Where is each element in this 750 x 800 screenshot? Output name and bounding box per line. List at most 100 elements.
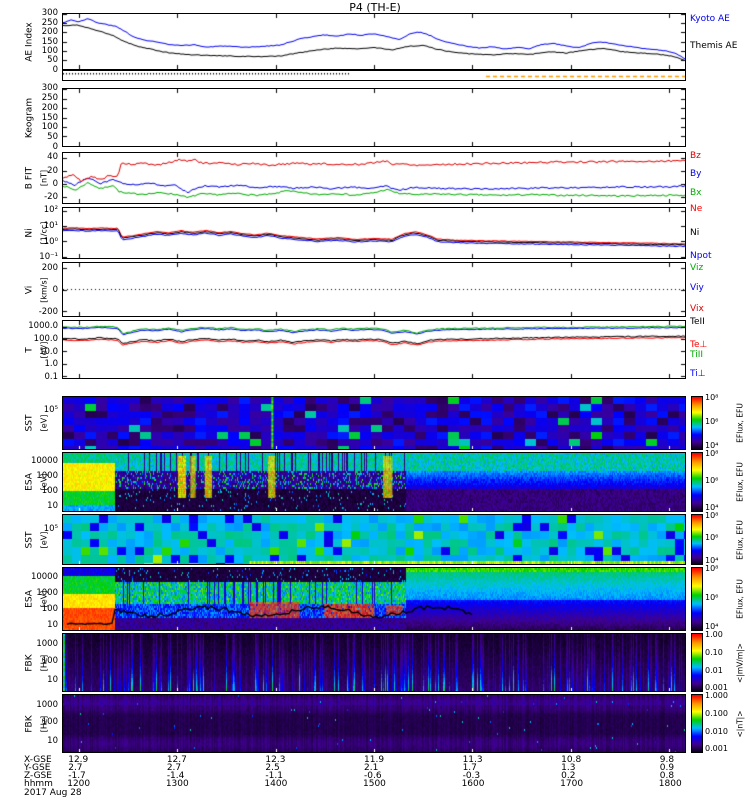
panel-keogram	[62, 88, 686, 147]
footer-position-value: 0.9	[659, 763, 675, 773]
ae-ytick: 300	[41, 8, 58, 18]
ni-legend: Npot	[690, 250, 712, 261]
esa_i-ytick: 1000	[36, 471, 58, 481]
colorbar-fbk_b-unit: <|nT|>	[735, 710, 745, 737]
bfit-canvas	[63, 153, 685, 203]
keogram-ytick: 0	[52, 142, 58, 152]
colorbar-fbk_b-tick: 0.001	[705, 744, 728, 754]
fbk_b-canvas	[63, 695, 685, 752]
v-canvas	[63, 263, 685, 316]
colorbar-esa_e-tick: 10⁶	[705, 592, 719, 602]
bfit-legend: Bx	[690, 187, 702, 198]
footer-position-value: 1.3	[561, 763, 576, 773]
ni-ytick: 10²	[43, 204, 58, 215]
esa_i-ytick: 10	[47, 501, 58, 511]
colorbar-esa_e	[691, 567, 703, 631]
ni-ytick: 10¹	[43, 220, 58, 231]
t-legend: Ti⊥	[690, 369, 706, 380]
fbk_e-ytick: 1000	[36, 638, 58, 649]
colorbar-esa_i-tick: 10⁴	[705, 502, 719, 512]
colorbar-sst_e-tick: 10⁸	[705, 510, 719, 520]
colorbar-esa_i-unit: EFlux, EFU	[735, 462, 745, 502]
colorbar-sst_i-tick: 10⁶	[705, 416, 719, 426]
colorbar-esa_i-tick: 10⁶	[705, 475, 719, 485]
panel-esa_e	[62, 567, 686, 631]
ae-ytick: 50	[47, 55, 58, 66]
plot-title: P4 (TH-E)	[349, 1, 401, 14]
footer-time-tick: 1500	[363, 779, 386, 789]
ni-ytick: 10⁰	[43, 236, 58, 247]
footer-time-tick: 1600	[461, 779, 485, 789]
footer-time-tick: 1200	[67, 779, 91, 789]
t-ytick: 1000.0	[28, 321, 58, 332]
footer-rowlabel: hhmm	[24, 779, 53, 789]
t-legend: Te⊥	[690, 339, 708, 350]
fbk_b-ytick: 10	[47, 735, 58, 746]
footer-position-value: 2.7	[68, 763, 83, 773]
colorbar-fbk_b-tick: 0.100	[705, 709, 728, 719]
footer-position-value: 0.8	[659, 771, 675, 781]
footer-rowlabel: Z-GSE	[24, 771, 52, 781]
t-ytick: 100.0	[33, 333, 58, 344]
panel-t	[62, 320, 686, 379]
ae-ytick: 100	[41, 46, 58, 57]
t-legend: TiII	[690, 350, 704, 361]
panel-esa_i	[62, 452, 686, 512]
ni-legend: Ni	[690, 228, 700, 238]
ni-legend: Ne	[690, 204, 703, 215]
keogram-ytick: 100	[41, 122, 58, 133]
sst_e-ytick: 10⁵	[43, 524, 58, 535]
colorbar-esa_i	[691, 452, 703, 512]
panel-fbk_e	[62, 633, 686, 692]
bfit-ytick: 20	[47, 165, 58, 176]
keogram-ytick: 250	[41, 92, 58, 103]
footer-position-value: 12.3	[265, 755, 286, 765]
v-legend: Vix	[690, 304, 704, 315]
t-ytick: 1.0	[44, 359, 58, 370]
colorbar-fbk_b-tick: 1.000	[705, 690, 728, 700]
colorbar-sst_i	[691, 396, 703, 450]
colorbar-fbk_e-gradient	[692, 634, 702, 691]
v-legend: Viy	[690, 283, 704, 294]
colorbar-sst_e-unit: EFlux, EFU	[735, 519, 745, 560]
footer-position-value: -0.6	[364, 771, 382, 781]
t-ytick: 10.0	[39, 346, 58, 357]
colorbar-sst_i-gradient	[692, 397, 702, 449]
colorbar-sst_e-tick: 10⁶	[705, 533, 719, 543]
bfit-legend: Bz	[690, 151, 701, 162]
fbk_e-ytick: 10	[47, 674, 58, 685]
footer-rowlabel: Y-GSE	[24, 763, 51, 773]
bfit-ytick: -20	[44, 192, 58, 203]
colorbar-fbk_e-tick: 0.001	[705, 683, 728, 693]
ae-ytick: 200	[41, 26, 58, 37]
keogram-canvas	[63, 89, 685, 146]
t-ytick: 0.1	[44, 372, 58, 383]
footer-position-value: 11.9	[364, 755, 385, 765]
colorbar-sst_e-tick: 10⁴	[705, 556, 719, 566]
ae-legend: Kyoto AE	[690, 13, 730, 24]
esa_e-canvas	[63, 568, 685, 630]
colorbar-esa_e-tick: 10⁴	[705, 621, 719, 631]
footer-position-value: 2.7	[166, 763, 182, 773]
ae-ytick: 0	[52, 65, 58, 75]
esa_i-ytick: 10000	[30, 456, 58, 466]
colorbar-esa_e-unit: EFlux, EFU	[735, 579, 745, 619]
footer-time-tick: 1700	[560, 779, 584, 789]
esa_e-ytick: 1000	[36, 587, 58, 598]
panel-strip	[62, 70, 686, 81]
panel-ni	[62, 207, 686, 259]
footer-time-tick: 1300	[165, 779, 189, 789]
ae-legend: Themis AE	[690, 41, 738, 52]
footer-date: 2017 Aug 28	[24, 788, 82, 798]
sst_e-canvas	[63, 515, 685, 564]
bfit-ytick: 40	[47, 152, 58, 163]
ae-ytick: 150	[41, 36, 58, 47]
v-legend: Viz	[690, 262, 704, 273]
esa_i-canvas	[63, 453, 685, 511]
footer-position-value: 12.7	[166, 755, 187, 765]
footer-position-value: 2.5	[265, 763, 280, 773]
ni-canvas	[63, 208, 685, 258]
footer-position-value: 1.7	[462, 763, 477, 773]
sst_i-canvas	[63, 397, 685, 449]
